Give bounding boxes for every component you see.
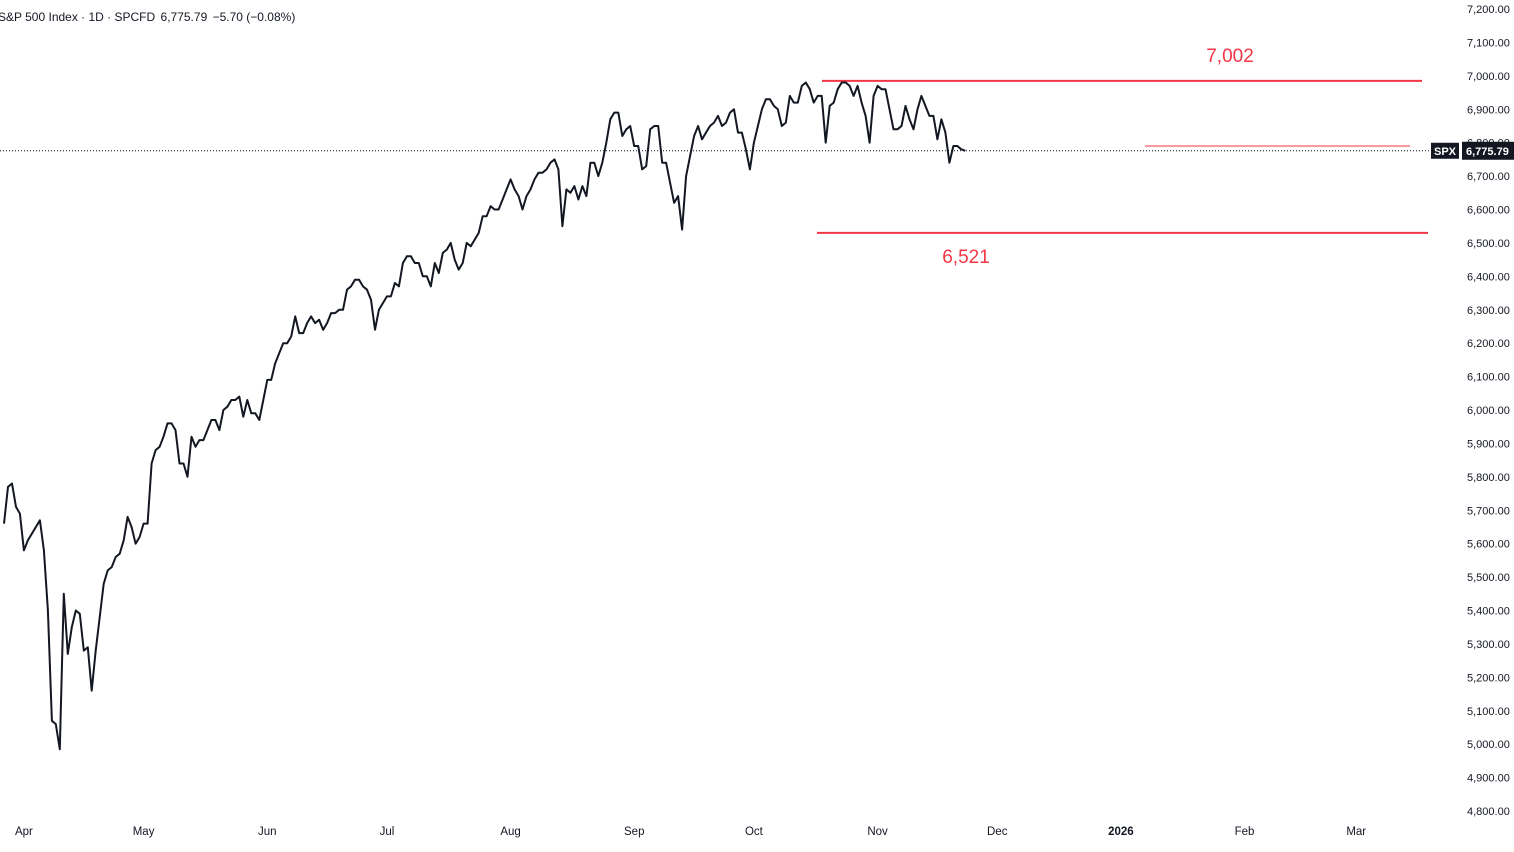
y-tick-label: 5,200.00 [1467, 672, 1510, 684]
x-tick-label: Nov [867, 826, 888, 838]
y-tick-label: 6,300.00 [1467, 305, 1510, 317]
symbol-title: S&P 500 Index · 1D · SPCFD [0, 10, 156, 24]
y-tick-label: 4,800.00 [1467, 806, 1510, 818]
y-tick-label: 6,600.00 [1467, 205, 1510, 217]
x-tick-label: Jun [258, 826, 277, 838]
x-tick-label: Apr [15, 826, 33, 838]
y-tick-label: 5,800.00 [1467, 472, 1510, 484]
y-tick-label: 4,900.00 [1467, 773, 1510, 785]
x-tick-label: May [133, 826, 155, 838]
y-tick-label: 7,000.00 [1467, 71, 1510, 83]
y-tick-label: 5,700.00 [1467, 505, 1510, 517]
y-tick-label: 5,900.00 [1467, 438, 1510, 450]
x-tick-label: Oct [745, 826, 764, 838]
y-tick-label: 6,200.00 [1467, 338, 1510, 350]
y-tick-label: 5,400.00 [1467, 606, 1510, 618]
last-price: 6,775.79 [160, 10, 208, 24]
y-tick-label: 6,900.00 [1467, 104, 1510, 116]
price-tag: SPX 6,775.79 [1431, 141, 1514, 160]
y-tick-label: 5,000.00 [1467, 739, 1510, 751]
symbol-tag-bg [1431, 142, 1459, 159]
price-tag-text: 6,775.79 [1466, 146, 1509, 158]
y-tick-label: 6,500.00 [1467, 238, 1510, 250]
y-tick-label: 6,100.00 [1467, 372, 1510, 384]
x-tick-label: 2026 [1108, 826, 1134, 838]
price-series [3, 81, 966, 751]
x-tick-label: Sep [624, 826, 644, 838]
x-tick-label: Mar [1346, 826, 1366, 838]
price-tag-bg [1462, 141, 1514, 160]
y-tick-label: 5,600.00 [1467, 539, 1510, 551]
y-tick-label: 5,100.00 [1467, 706, 1510, 718]
x-tick-label: Aug [500, 826, 520, 838]
price-change: −5.70 (−0.08%) [212, 10, 296, 24]
y-tick-label: 7,200.00 [1467, 4, 1510, 16]
annotation-lines[interactable]: 7,002 6,521 [0, 46, 1430, 268]
series-line [3, 81, 966, 751]
y-tick-label: 6,700.00 [1467, 171, 1510, 183]
y-tick-label: 6,000.00 [1467, 405, 1510, 417]
y-tick-label: 7,100.00 [1467, 37, 1510, 49]
y-tick-label: 5,300.00 [1467, 639, 1510, 651]
y-tick-label: 6,400.00 [1467, 271, 1510, 283]
y-axis[interactable]: 7,200.007,100.007,000.006,900.006,800.00… [1467, 4, 1510, 818]
x-tick-label: Dec [987, 826, 1008, 838]
resistance-label: 7,002 [1206, 46, 1254, 67]
symbol-tag-text: SPX [1434, 146, 1457, 158]
x-tick-label: Jul [380, 826, 395, 838]
y-tick-label: 5,500.00 [1467, 572, 1510, 584]
x-tick-label: Feb [1235, 826, 1255, 838]
support-label: 6,521 [942, 247, 990, 268]
x-axis[interactable]: Apr May Jun Jul Aug Sep Oct Nov Dec 2026 Feb Mar [15, 826, 1366, 838]
symbol-legend: S&P 500 Index · 1D · SPCFD 6,775.79 −5.7… [0, 10, 297, 24]
